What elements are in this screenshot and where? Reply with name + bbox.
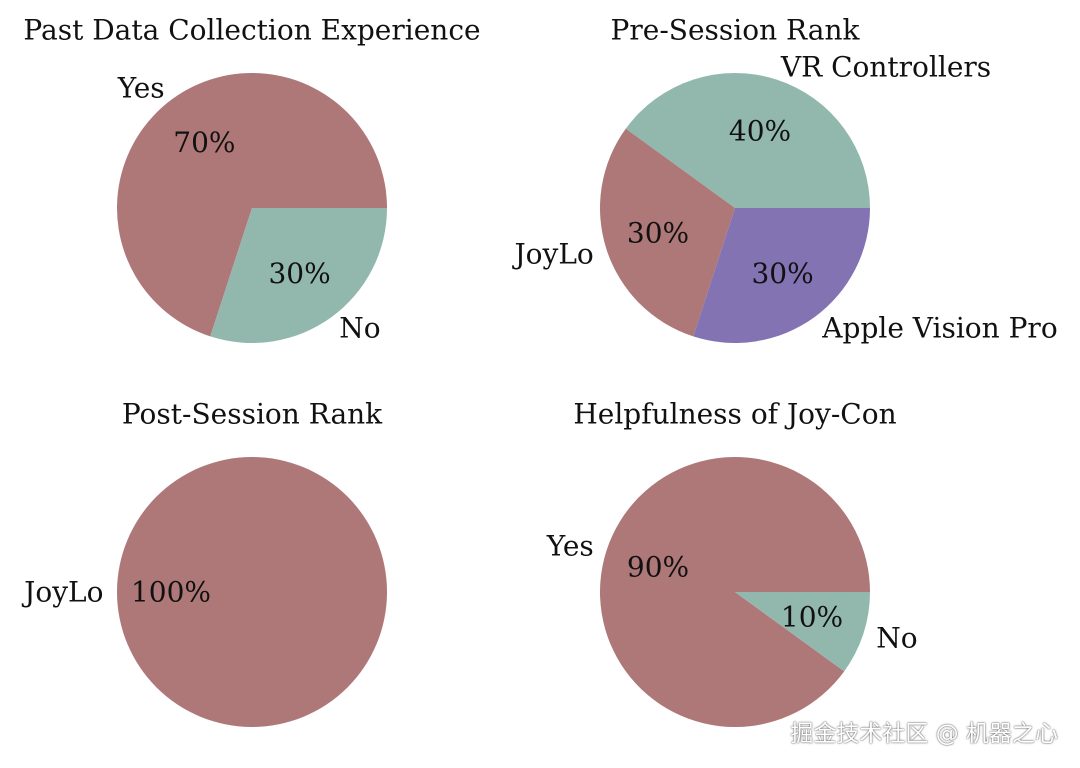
pie-chart-1: Past Data Collection Experience 70%Yes 30%… <box>23 14 480 345</box>
slice-percent-label: 10% <box>781 601 843 634</box>
pie-slice <box>625 72 871 209</box>
chart-title: Past Data Collection Experience <box>23 14 480 47</box>
slice-percent-label: 30% <box>751 257 813 290</box>
slice-percent-label: 90% <box>627 551 689 584</box>
slice-percent-label: 40% <box>729 115 791 148</box>
slice-category-label: JoyLo <box>21 576 103 609</box>
watermark: 掘金技术社区 @ 机器之心 <box>790 721 1058 747</box>
slice-percent-label: 100% <box>131 576 211 609</box>
slice-category-label: VR Controllers <box>780 50 991 83</box>
slice-category-label: Yes <box>117 71 165 104</box>
pie-slice <box>693 208 870 343</box>
chart-title: Helpfulness of Joy-Con <box>573 398 896 431</box>
chart-title: Pre-Session Rank <box>611 14 861 47</box>
pie-slice <box>117 72 387 337</box>
slice-percent-label: 30% <box>268 257 330 290</box>
slice-category-label: Yes <box>546 530 594 563</box>
slice-category-label: No <box>339 312 380 345</box>
slice-percent-label: 30% <box>627 217 689 250</box>
pie-chart-4: Helpfulness of Joy-Con 90% Yes 10% No <box>546 398 918 728</box>
pie-chart-2: Pre-Session Rank 40% VR Controllers 30% JoyL… <box>511 14 1057 345</box>
pie-slice <box>599 128 735 337</box>
chart-title: Post-Session Rank <box>122 398 383 431</box>
pie-slice <box>210 208 387 343</box>
slice-percent-label: 70% <box>173 126 235 159</box>
pie-slice <box>599 457 870 728</box>
slice-category-label: No <box>876 621 917 654</box>
slice-category-label: Apple Vision Pro <box>821 312 1057 345</box>
slice-category-label: JoyLo <box>511 237 593 270</box>
pie-slice <box>117 457 387 727</box>
pie-chart-3: Post-Session Rank 100% JoyLo <box>21 398 387 727</box>
pie-slice <box>735 592 870 672</box>
